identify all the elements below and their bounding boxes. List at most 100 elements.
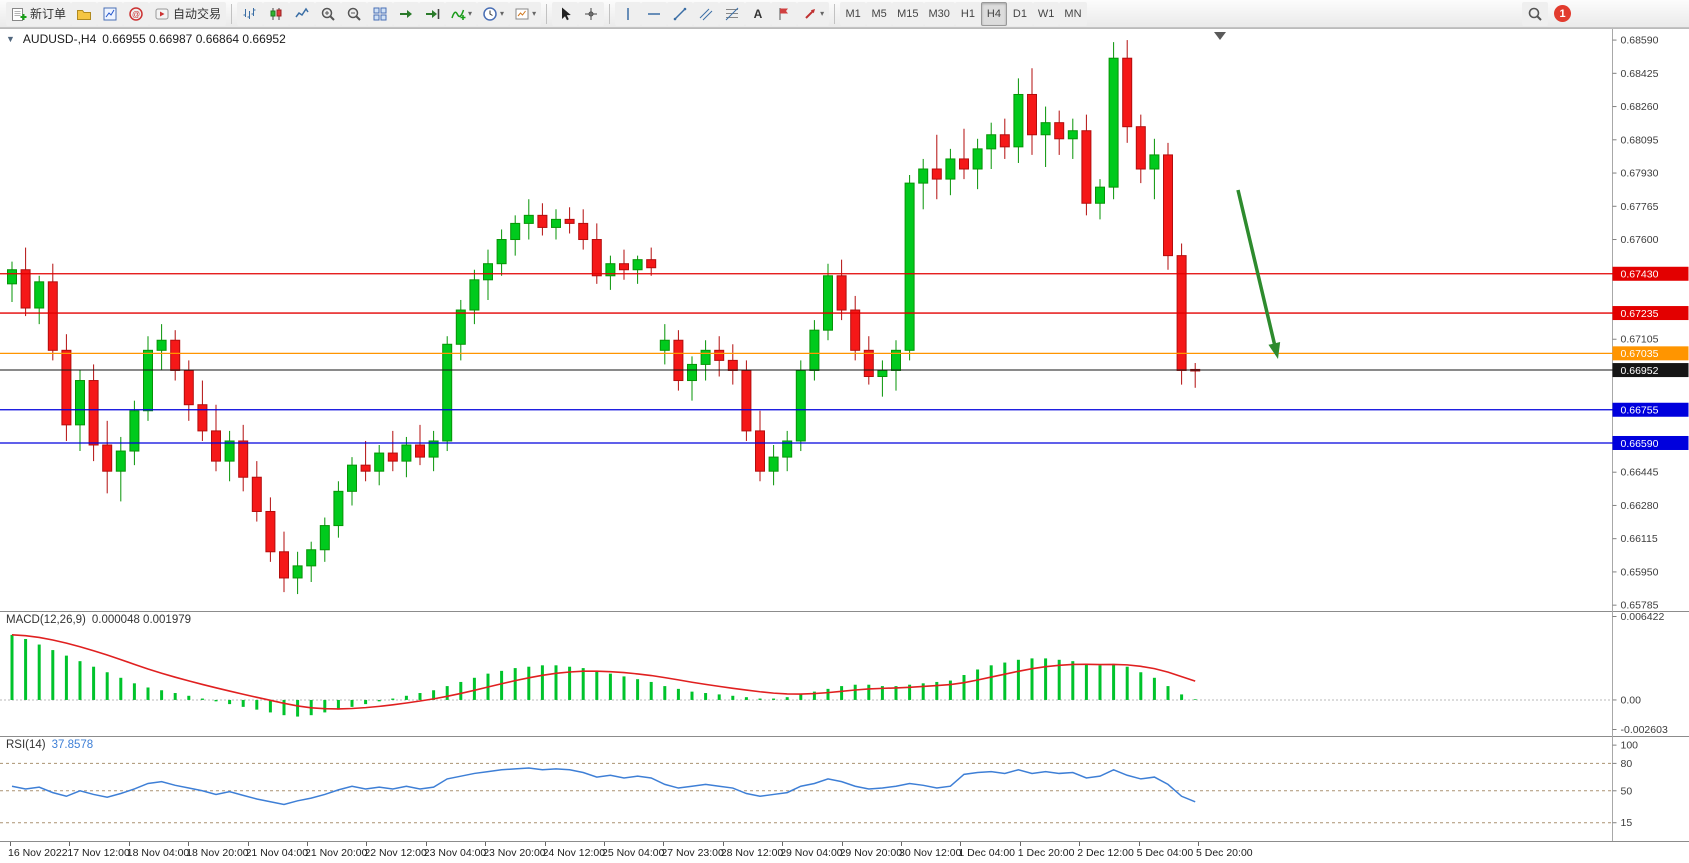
horizontal-line-button[interactable] [641,1,668,26]
zoom-in-button[interactable] [315,1,342,26]
arrows-button[interactable]: ▾ [797,1,830,26]
time-tick [663,842,665,846]
candle-body [1040,122,1051,136]
chart-shift-button[interactable] [419,1,446,26]
toolbar-separator [546,3,548,24]
time-label: 23 Nov 20:00 [483,847,546,859]
down-arrow-annotation[interactable] [1236,189,1278,350]
toolbar: 新订单 @ 自动交易 ▾ ▾ ▾ A ▾ M1 M5 M15 M30 H1 H4 D1 W1 MN 1 [0,0,1689,28]
candle-body [197,404,208,432]
svg-text:80: 80 [1621,758,1633,770]
chart-ohlc: 0.66955 0.66987 0.66864 0.66952 [102,32,286,46]
candlestick-chart-button[interactable] [263,1,290,26]
time-axis[interactable]: 16 Nov 2022 17 Nov 12:00 18 Nov 04:00 18 No… [0,841,1689,863]
timeframe-h4-button[interactable]: H4 [980,1,1007,26]
notifications-button[interactable]: 1 [1554,5,1571,22]
candle-body [170,339,181,371]
market-watch-icon [103,7,117,20]
time-label: 1 Dec 04:00 [958,847,1016,859]
periods-button[interactable]: ▾ [477,1,510,26]
indicators-icon [451,9,466,20]
candle-body [727,359,738,371]
time-tick [1198,842,1199,846]
candle-body [306,549,317,567]
timeframe-m15-button[interactable]: M15 [892,1,924,26]
cursor-button[interactable] [552,1,579,26]
templates-button[interactable]: ▾ [509,1,542,26]
chevron-down-icon: ▾ [500,9,505,18]
trendline-button[interactable] [667,1,694,26]
candle-body [401,444,412,462]
timeframe-m30-button[interactable]: M30 [923,1,955,26]
candle-body [415,444,425,458]
crosshair-icon [585,7,598,20]
time-tick [425,842,427,846]
candle-body [496,239,507,265]
svg-text:@: @ [132,9,140,18]
time-label: 23 Nov 04:00 [423,847,487,859]
candle-body [224,440,235,462]
bar-chart-button[interactable] [237,1,264,26]
candle-body [510,222,521,241]
line-chart-icon [295,7,309,17]
equidistant-channel-icon [699,8,713,20]
macd-axis[interactable]: 0.006422 0.00 -0.002603 [1612,611,1668,736]
chart-title: ▼ AUDUSD-,H4 0.66955 0.66987 0.66864 0.6… [6,32,286,46]
price-axis[interactable]: 0.68590 0.68425 0.68260 0.68095 0.67930 0.677… [1612,35,1659,611]
timeframe-w1-button-label: W1 [1037,7,1055,20]
candle-body [387,452,398,462]
mql5-community-button[interactable]: @ [123,1,150,26]
tile-windows-button[interactable] [367,1,394,26]
timeframe-h1-button[interactable]: H1 [954,1,981,26]
text-label-icon [779,7,789,20]
svg-text:0.68590: 0.68590 [1621,35,1659,47]
vertical-line-button[interactable] [615,1,642,26]
new-order-button[interactable]: 新订单 [6,1,72,26]
timeframe-m1-button[interactable]: M1 [840,1,867,26]
magnifier-icon [1528,7,1542,21]
price-chart[interactable]: 0.68590 0.68425 0.68260 0.68095 0.67930 0.677… [0,29,1689,611]
candle-body [741,369,752,432]
candle-body [809,329,820,371]
candle-body [319,525,330,551]
time-tick [544,842,546,846]
candle-body [333,490,344,527]
candle-body [20,269,31,309]
fibonacci-button[interactable] [719,1,746,26]
horizontal-line-icon [648,12,661,15]
search-button[interactable] [1522,1,1548,26]
chevron-down-icon: ▾ [532,9,537,18]
timeframe-m30-button-label: M30 [928,7,950,20]
line-chart-button[interactable] [289,1,316,26]
candle-body [605,263,616,277]
macd-panel[interactable]: 0.006422 0.00 -0.002603 [0,611,1689,736]
autotrading-button[interactable]: 自动交易 [149,1,227,26]
zoom-out-button[interactable] [341,1,368,26]
timeframe-w1-button[interactable]: W1 [1032,1,1060,26]
auto-scroll-button[interactable] [393,1,420,26]
timeframe-d1-button[interactable]: D1 [1006,1,1033,26]
market-watch-button[interactable] [97,1,124,26]
crosshair-button[interactable] [578,1,605,26]
svg-text:0.66952: 0.66952 [1621,365,1659,377]
equidistant-channel-button[interactable] [693,1,720,26]
text-button[interactable]: A [745,1,772,26]
price-tag-0.66590 [1612,435,1689,450]
timeframe-mn-button[interactable]: MN [1059,1,1087,26]
svg-text:0.67105: 0.67105 [1621,334,1659,346]
chart-shift-icon [426,8,440,19]
candle-body [360,464,371,472]
charts-profile-button[interactable] [71,1,98,26]
periods-icon [483,6,497,21]
timeframe-m5-button[interactable]: M5 [866,1,893,26]
candle-body [823,275,833,331]
new-order-button-label: 新订单 [30,7,67,21]
rsi-panel[interactable]: 100 80 50 15 [0,736,1689,841]
rsi-value: 37.8578 [51,739,94,751]
text-label-button[interactable] [771,1,798,26]
candle-body [850,309,861,351]
candle-body [782,440,793,458]
one-click-trading-toggle[interactable]: ▼ [6,34,15,44]
rsi-axis[interactable]: 100 80 50 15 [1612,740,1639,830]
indicators-button[interactable]: ▾ [445,1,478,26]
